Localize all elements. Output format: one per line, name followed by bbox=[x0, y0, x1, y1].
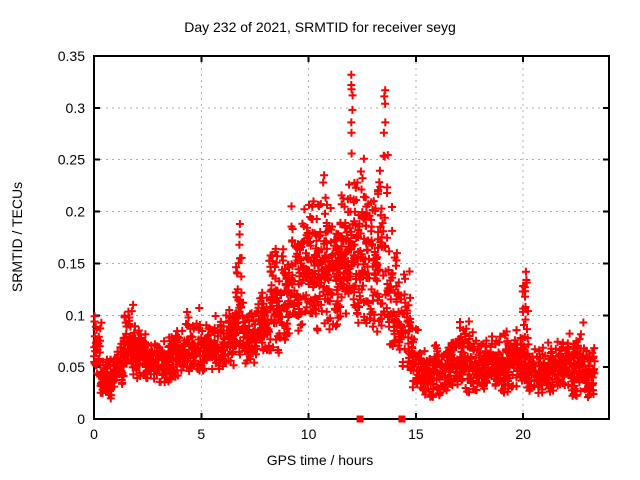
chart-title: Day 232 of 2021, SRMTID for receiver sey… bbox=[184, 19, 456, 35]
svg-text:0.1: 0.1 bbox=[66, 307, 86, 323]
svg-text:15: 15 bbox=[408, 426, 424, 442]
plot-border bbox=[93, 55, 610, 420]
tick-labels: 0 5 10 15 20 0 0.05 0.1 0.15 0.2 0.25 0.3 0.35 bbox=[58, 48, 531, 442]
svg-text:0.2: 0.2 bbox=[66, 204, 86, 220]
svg-text:0: 0 bbox=[77, 411, 85, 427]
svg-text:0.05: 0.05 bbox=[58, 359, 85, 375]
svg-text:10: 10 bbox=[301, 426, 317, 442]
svg-text:5: 5 bbox=[197, 426, 205, 442]
svg-text:0.15: 0.15 bbox=[58, 255, 85, 271]
svg-text:0.25: 0.25 bbox=[58, 152, 85, 168]
svg-text:0.35: 0.35 bbox=[58, 48, 85, 64]
axis-ticks bbox=[93, 55, 609, 420]
svg-text:0.3: 0.3 bbox=[66, 100, 86, 116]
axis-event-markers bbox=[356, 415, 406, 423]
y-axis-label: SRMTID / TECUs bbox=[9, 181, 25, 293]
scatter-points bbox=[90, 70, 599, 403]
svg-text:20: 20 bbox=[515, 426, 531, 442]
svg-text:0: 0 bbox=[90, 426, 98, 442]
x-axis-label: GPS time / hours bbox=[266, 452, 374, 468]
